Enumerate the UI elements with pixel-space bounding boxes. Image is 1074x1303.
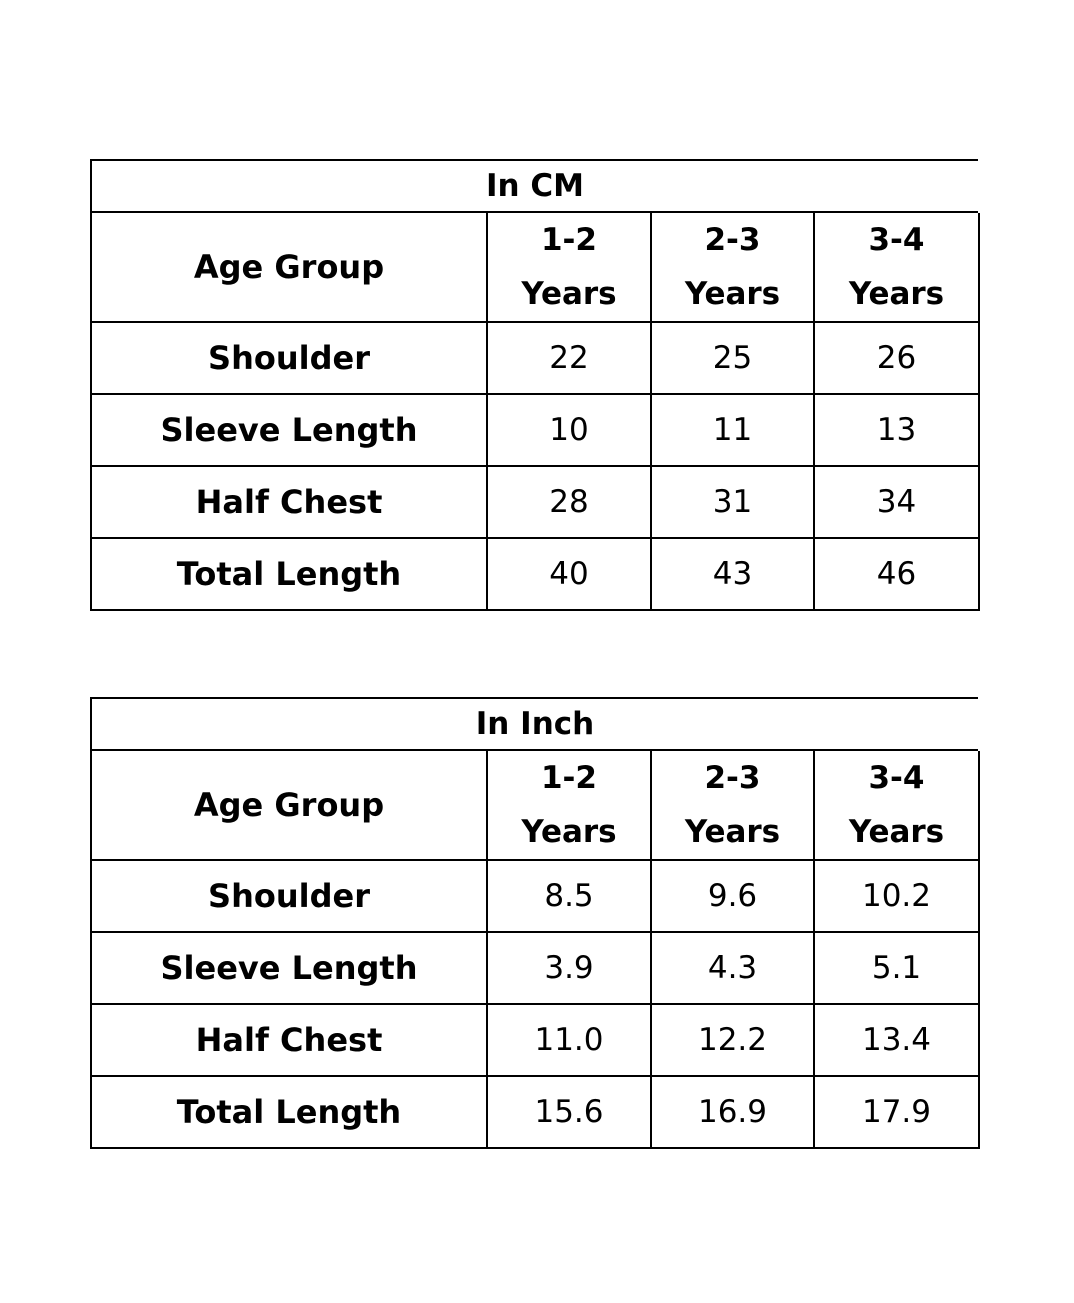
table-cell: 10 xyxy=(488,395,652,467)
row-label-sleeve-length: Sleeve Length xyxy=(92,933,488,1005)
table-cell: 25 xyxy=(652,323,815,395)
age-unit: Years xyxy=(521,814,617,850)
table-cell: 10.2 xyxy=(815,861,980,933)
header-age-group: Age Group xyxy=(92,751,488,861)
age-unit: Years xyxy=(848,276,945,312)
row-label-shoulder: Shoulder xyxy=(92,861,488,933)
age-range: 3-4 xyxy=(868,222,925,258)
table-cell: 40 xyxy=(488,539,652,611)
table-cell: 9.6 xyxy=(652,861,815,933)
table-cell: 28 xyxy=(488,467,652,539)
age-range: 2-3 xyxy=(704,760,761,796)
table-cell: 26 xyxy=(815,323,980,395)
age-unit: Years xyxy=(848,814,945,850)
table-cell: 5.1 xyxy=(815,933,980,1005)
table-title: In CM xyxy=(90,159,978,213)
age-unit: Years xyxy=(684,276,781,312)
table-title: In Inch xyxy=(90,697,978,751)
header-age-3-4: 3-4 Years xyxy=(815,213,980,323)
table-grid: Age Group 1-2 Years 2-3 Years 3-4 Years Sho… xyxy=(90,751,980,1149)
row-label-total-length: Total Length xyxy=(92,1077,488,1149)
table-grid: Age Group 1-2 Years 2-3 Years 3-4 Years Sho… xyxy=(90,213,980,611)
row-label-shoulder: Shoulder xyxy=(92,323,488,395)
age-unit: Years xyxy=(684,814,781,850)
header-age-2-3: 2-3 Years xyxy=(652,751,815,861)
header-age-group: Age Group xyxy=(92,213,488,323)
row-label-sleeve-length: Sleeve Length xyxy=(92,395,488,467)
table-cell: 31 xyxy=(652,467,815,539)
table-cell: 4.3 xyxy=(652,933,815,1005)
header-age-3-4: 3-4 Years xyxy=(815,751,980,861)
table-cell: 13.4 xyxy=(815,1005,980,1077)
table-cell: 13 xyxy=(815,395,980,467)
age-range: 3-4 xyxy=(868,760,925,796)
age-unit: Years xyxy=(521,276,617,312)
table-cell: 43 xyxy=(652,539,815,611)
table-cell: 11.0 xyxy=(488,1005,652,1077)
table-cell: 22 xyxy=(488,323,652,395)
size-table-inch: In Inch Age Group 1-2 Years 2-3 Years 3-4 Y… xyxy=(90,697,980,1149)
row-label-half-chest: Half Chest xyxy=(92,467,488,539)
row-label-half-chest: Half Chest xyxy=(92,1005,488,1077)
table-cell: 46 xyxy=(815,539,980,611)
table-cell: 8.5 xyxy=(488,861,652,933)
header-age-1-2: 1-2 Years xyxy=(488,213,652,323)
table-cell: 34 xyxy=(815,467,980,539)
table-cell: 17.9 xyxy=(815,1077,980,1149)
age-range: 2-3 xyxy=(704,222,761,258)
table-cell: 3.9 xyxy=(488,933,652,1005)
table-cell: 15.6 xyxy=(488,1077,652,1149)
header-age-2-3: 2-3 Years xyxy=(652,213,815,323)
table-cell: 12.2 xyxy=(652,1005,815,1077)
size-table-cm: In CM Age Group 1-2 Years 2-3 Years 3-4 Yea… xyxy=(90,159,980,611)
age-range: 1-2 xyxy=(540,760,597,796)
header-age-1-2: 1-2 Years xyxy=(488,751,652,861)
age-range: 1-2 xyxy=(540,222,597,258)
row-label-total-length: Total Length xyxy=(92,539,488,611)
table-cell: 16.9 xyxy=(652,1077,815,1149)
table-cell: 11 xyxy=(652,395,815,467)
